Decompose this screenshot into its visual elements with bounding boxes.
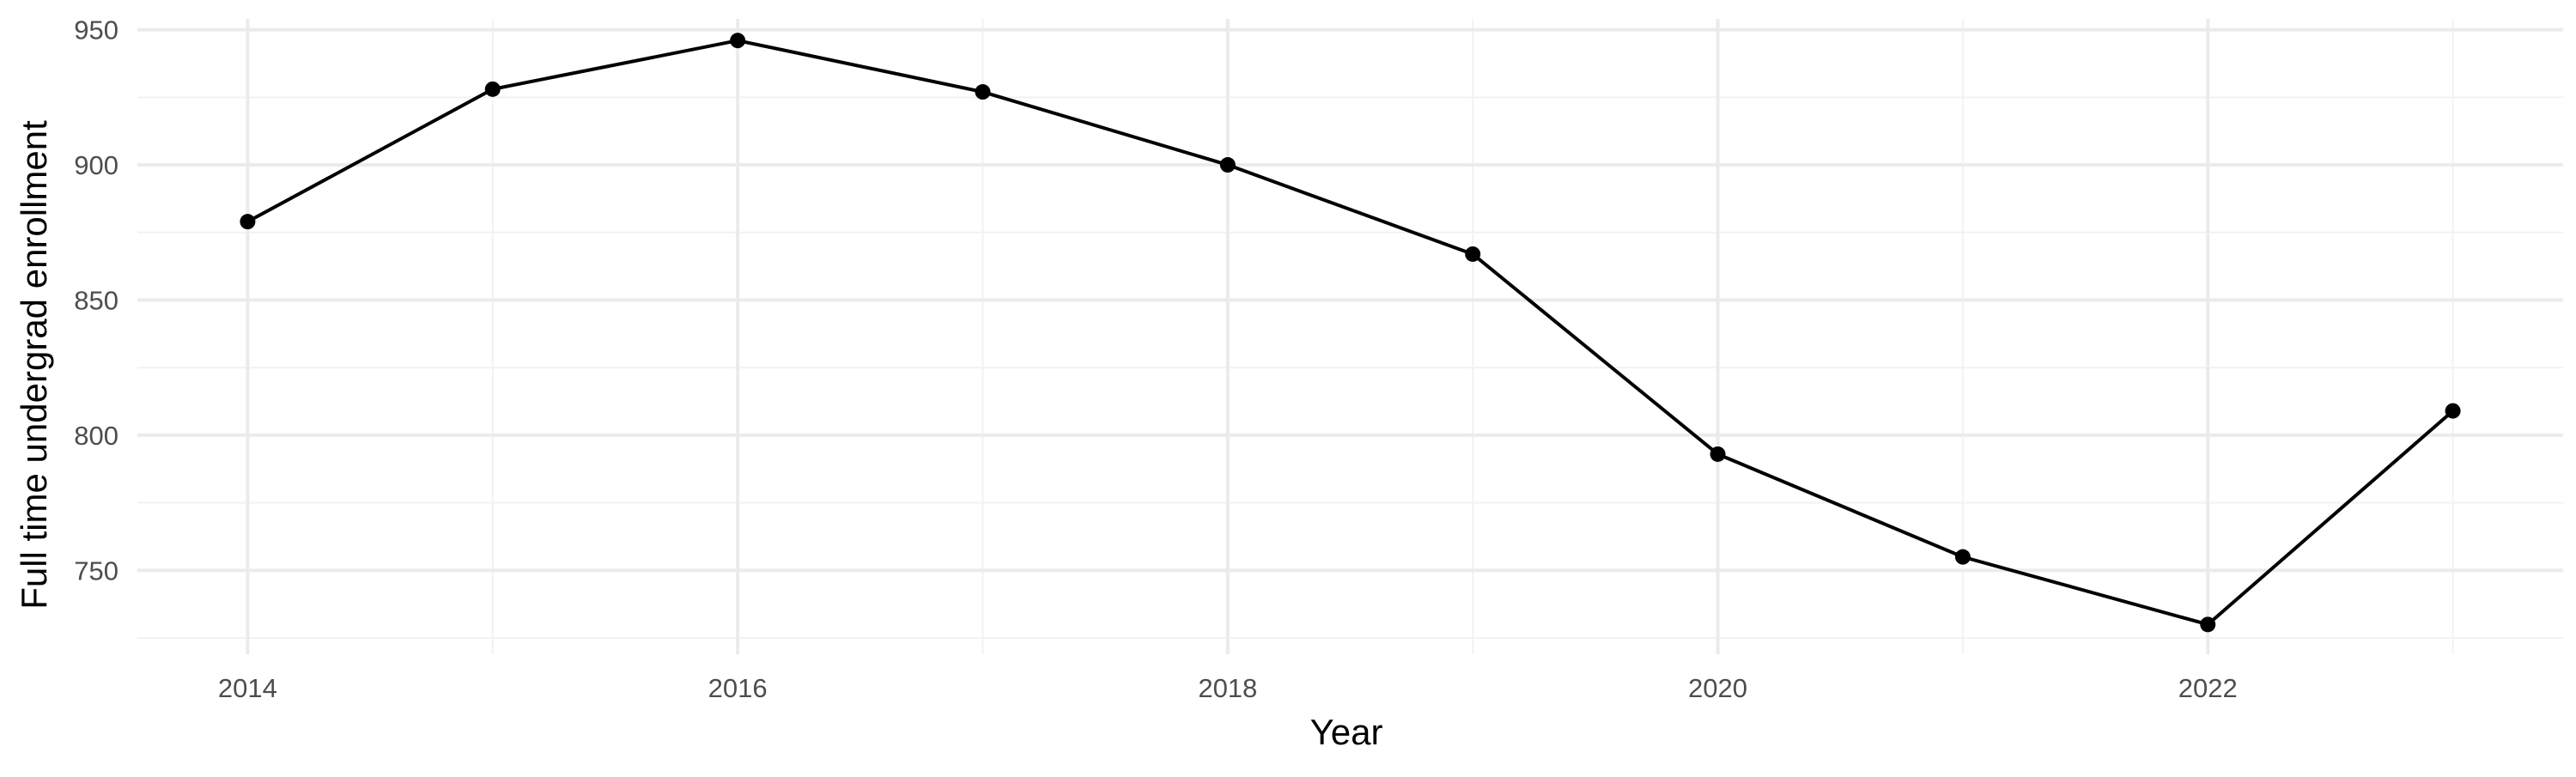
y-tick-label: 750 — [74, 555, 118, 586]
y-axis-ticks: 750 800 850 900 950 — [74, 15, 118, 586]
y-tick-label: 900 — [74, 150, 118, 180]
data-point — [1465, 246, 1481, 262]
major-gridlines — [137, 19, 2563, 654]
data-series — [240, 33, 2461, 633]
x-tick-label: 2016 — [708, 673, 768, 703]
x-tick-label: 2018 — [1198, 673, 1257, 703]
data-point — [240, 214, 256, 230]
x-tick-label: 2014 — [218, 673, 277, 703]
data-point — [1710, 446, 1726, 462]
y-axis-title: Full time undergrad enrollment — [14, 120, 54, 610]
minor-gridlines — [137, 19, 2563, 654]
y-tick-label: 950 — [74, 15, 118, 46]
data-point — [975, 84, 991, 100]
y-tick-label: 800 — [74, 421, 118, 451]
data-point — [484, 81, 501, 97]
x-axis-title: Year — [1310, 712, 1383, 752]
x-tick-label: 2022 — [2178, 673, 2238, 703]
data-point — [1219, 157, 1236, 173]
data-point — [1954, 549, 1971, 565]
data-point — [730, 33, 746, 49]
y-tick-label: 850 — [74, 285, 118, 315]
series-line — [246, 39, 2454, 627]
x-axis-ticks: 2014 2016 2018 2020 2022 — [218, 673, 2238, 703]
x-tick-label: 2020 — [1688, 673, 1747, 703]
data-point — [2445, 403, 2461, 419]
data-point — [2200, 616, 2216, 633]
